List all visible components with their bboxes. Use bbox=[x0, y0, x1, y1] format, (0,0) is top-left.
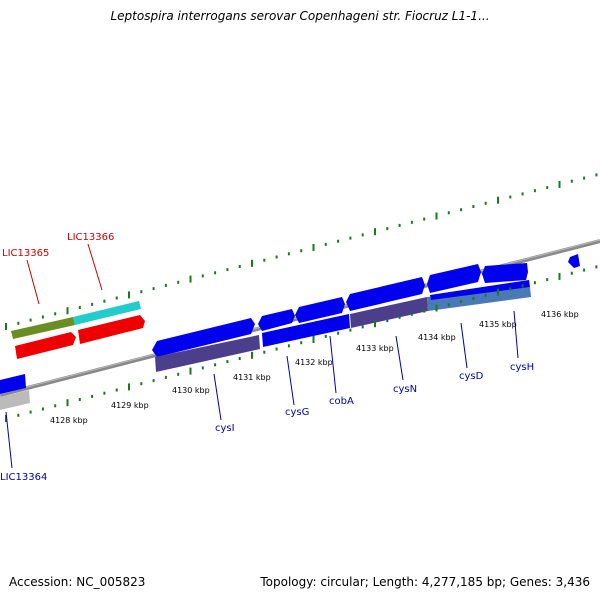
gene-red-arrow-1[interactable] bbox=[15, 332, 76, 359]
gene-label-leaders-red bbox=[26, 243, 103, 305]
ruler-label-4130: 4130 kbp bbox=[172, 386, 210, 395]
ruler-label-4128: 4128 kbp bbox=[50, 416, 88, 425]
genome-summary-text: Topology: circular; Length: 4,277,185 bp… bbox=[260, 575, 590, 589]
gene-label-cysI[interactable]: cysI bbox=[215, 423, 235, 434]
gene-red-arrow-2[interactable] bbox=[78, 315, 145, 344]
gene-lic13365-bar[interactable] bbox=[11, 317, 75, 339]
ruler-label-4136: 4136 kbp bbox=[541, 310, 579, 319]
ruler-labels: 4128 kbp 4129 kbp 4130 kbp 4131 kbp 4132… bbox=[50, 310, 579, 425]
gene-label-lic13366[interactable]: LIC13366 bbox=[67, 232, 114, 243]
gene-label-lic13364[interactable]: LIC13364 bbox=[0, 472, 47, 483]
gene-label-cysN[interactable]: cysN bbox=[393, 384, 417, 395]
gene-blue-7[interactable] bbox=[568, 254, 580, 268]
ruler-label-4131: 4131 kbp bbox=[233, 373, 271, 382]
cds-cysI[interactable] bbox=[155, 335, 260, 372]
gene-lic13364-bar[interactable] bbox=[0, 390, 30, 410]
gene-label-cysH[interactable]: cysH bbox=[510, 362, 534, 373]
ruler-ticks-upper bbox=[5, 173, 598, 330]
gene-left-blue-arrow[interactable] bbox=[0, 374, 26, 394]
gene-label-cysD[interactable]: cysD bbox=[459, 371, 484, 382]
gene-blue-3[interactable] bbox=[295, 297, 345, 323]
gene-label-cysG[interactable]: cysG bbox=[285, 407, 309, 418]
gene-blue-1[interactable] bbox=[152, 318, 255, 357]
gene-blue-4[interactable] bbox=[346, 277, 425, 311]
ruler-label-4132: 4132 kbp bbox=[295, 358, 333, 367]
cds-cysG-cobA[interactable] bbox=[262, 314, 350, 347]
gene-lic13366-bar[interactable] bbox=[73, 301, 141, 325]
gene-label-leaders-blue bbox=[5, 310, 519, 469]
ruler-label-4129: 4129 kbp bbox=[111, 401, 149, 410]
cds-cysN[interactable] bbox=[350, 297, 428, 328]
map-title: Leptospira interrogans serovar Copenhage… bbox=[110, 9, 490, 23]
gene-label-cobA[interactable]: cobA bbox=[329, 396, 354, 407]
cds-cysD[interactable] bbox=[427, 287, 531, 311]
accession-text: Accession: NC_005823 bbox=[9, 575, 146, 589]
ruler-label-4135: 4135 kbp bbox=[479, 320, 517, 329]
gene-blue-5[interactable] bbox=[427, 264, 481, 293]
ruler-ticks-lower bbox=[5, 265, 598, 422]
gene-blue-2[interactable] bbox=[258, 309, 295, 331]
gene-blue-6[interactable] bbox=[482, 263, 528, 283]
cds-cysH[interactable] bbox=[430, 280, 530, 300]
ruler-label-4134: 4134 kbp bbox=[418, 333, 456, 342]
ruler-label-4133: 4133 kbp bbox=[356, 344, 394, 353]
gene-label-lic13365[interactable]: LIC13365 bbox=[2, 248, 49, 259]
